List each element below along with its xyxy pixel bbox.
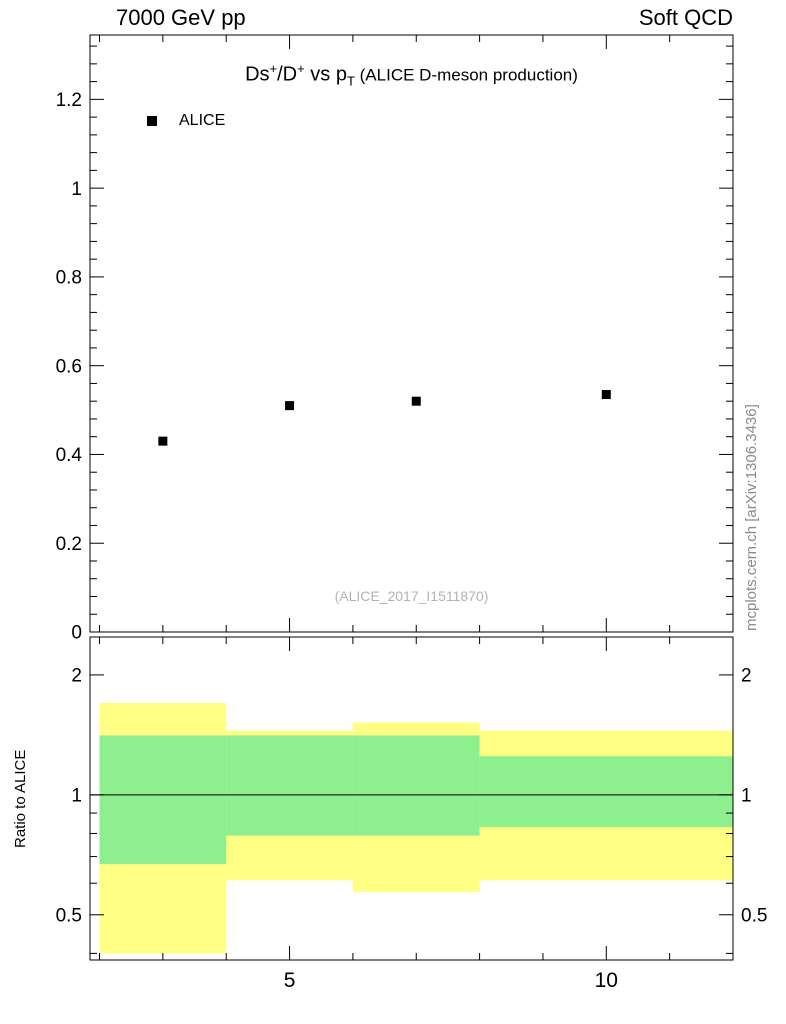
svg-text:0.5: 0.5 bbox=[56, 905, 82, 926]
svg-text:10: 10 bbox=[595, 969, 618, 992]
title-paren: (ALICE D-meson production) bbox=[354, 65, 578, 85]
title-part: /D bbox=[277, 63, 298, 86]
svg-text:0.6: 0.6 bbox=[56, 356, 82, 377]
alice-square-marker-icon bbox=[147, 116, 157, 126]
svg-text:1: 1 bbox=[741, 785, 752, 806]
plot-title: Ds+/D+ vs pT (ALICE D-meson production) bbox=[90, 61, 733, 89]
legend-label: ALICE bbox=[179, 112, 226, 129]
ratio-axis-label: Ratio to ALICE bbox=[12, 749, 29, 848]
analysis-watermark: (ALICE_2017_I1511870) bbox=[334, 588, 489, 604]
process-group-label: Soft QCD bbox=[638, 5, 733, 30]
svg-text:0.4: 0.4 bbox=[56, 445, 83, 466]
svg-text:5: 5 bbox=[284, 969, 296, 992]
svg-text:1: 1 bbox=[71, 785, 82, 806]
svg-text:0.8: 0.8 bbox=[56, 268, 82, 289]
title-part: Ds bbox=[245, 63, 270, 86]
svg-text:0.5: 0.5 bbox=[741, 905, 767, 926]
mcplots-arxiv-credit: mcplots.cern.ch [arXiv:1306.3436] bbox=[743, 404, 760, 631]
svg-text:0.2: 0.2 bbox=[56, 534, 82, 555]
svg-text:2: 2 bbox=[71, 666, 82, 687]
svg-text:0: 0 bbox=[71, 623, 82, 644]
title-sup: + bbox=[269, 61, 278, 76]
legend: ALICE bbox=[147, 112, 225, 130]
title-sup: + bbox=[297, 61, 305, 76]
svg-text:1: 1 bbox=[71, 179, 82, 200]
svg-text:2: 2 bbox=[741, 666, 752, 687]
svg-text:1.2: 1.2 bbox=[56, 90, 82, 111]
beam-energy-label: 7000 GeV pp bbox=[116, 5, 246, 30]
title-part: vs p bbox=[304, 63, 347, 86]
title-sub: T bbox=[346, 73, 355, 89]
